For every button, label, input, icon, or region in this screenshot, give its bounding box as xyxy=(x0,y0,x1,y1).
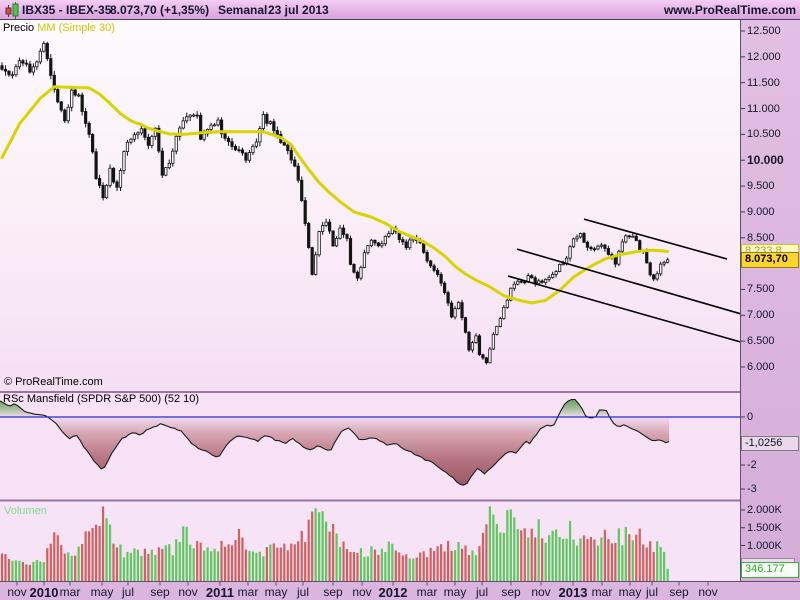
time-axis-strip[interactable] xyxy=(0,581,800,600)
rsc-mansfield-area xyxy=(0,398,740,486)
chart-header-bar: IBX35 - IBEX-35 8.073,70 (+1,35%) Semana… xyxy=(0,0,800,20)
axis-tick-label: 12.000 xyxy=(747,50,781,63)
last-price-axis-label: 8.073,70 xyxy=(741,252,799,268)
rsc-panel[interactable] xyxy=(0,393,740,500)
axis-tick-label: 1.500K xyxy=(747,521,782,534)
panel-separator[interactable] xyxy=(0,391,740,393)
axis-tick-label: 11.000 xyxy=(747,102,780,115)
last-price-change: 8.073,70 (+1,35%) xyxy=(110,3,210,17)
axis-tick-label: -2 xyxy=(747,459,757,471)
price-panel-label: Precio MM (Simple 30) xyxy=(3,22,115,34)
month-label: mar xyxy=(237,585,259,599)
month-label: nov xyxy=(352,585,372,599)
month-label: sep xyxy=(323,585,343,599)
copyright-label: © ProRealTime.com xyxy=(4,376,103,388)
axis-tick-label: 0 xyxy=(747,411,754,423)
axis-tick-label: 2.000K xyxy=(747,504,782,516)
month-label: may xyxy=(90,585,114,599)
month-label: nov xyxy=(698,585,718,599)
month-label: mar xyxy=(416,585,438,599)
month-label: jul xyxy=(645,585,659,599)
month-label: sep xyxy=(669,585,689,599)
axis-tick-label: 7.000 xyxy=(747,309,775,322)
price-panel[interactable] xyxy=(0,20,740,391)
month-label: jul xyxy=(121,585,135,599)
month-label: jul xyxy=(475,585,489,599)
candlestick-icon xyxy=(5,2,19,19)
year-label: 2010 xyxy=(29,585,59,600)
axis-tick-label: 6.500 xyxy=(747,335,775,348)
volume-current-value-label: 346.177 xyxy=(741,562,799,578)
axis-tick-label: 9.000 xyxy=(747,205,775,218)
rsc-indicator-label[interactable]: RSc Mansfield (SPDR S&P 500) (52 10) xyxy=(3,393,200,405)
panel-separator[interactable] xyxy=(0,499,740,502)
month-label: mar xyxy=(591,585,613,599)
axis-tick-label: 12.500 xyxy=(747,25,781,37)
instrument-title: IBX35 - IBEX-35 xyxy=(22,3,112,17)
axis-tick-label: 10.500 xyxy=(747,128,781,141)
trendlines[interactable] xyxy=(507,218,744,343)
precio-label: Precio xyxy=(3,22,35,34)
axis-tick-label: 10.000 xyxy=(747,153,784,168)
axis-tick-label: 7.500 xyxy=(747,283,775,296)
month-label: jul xyxy=(296,585,310,599)
volume-bars xyxy=(0,506,669,581)
price-axis-column[interactable] xyxy=(740,20,800,581)
axis-tick-label: -3 xyxy=(747,483,757,495)
axis-tick-label: 1.000K xyxy=(747,539,782,552)
timeframe-label[interactable]: Semanal xyxy=(218,3,268,17)
year-label: 2011 xyxy=(205,585,235,600)
month-label: may xyxy=(618,585,642,599)
volume-indicator-label[interactable]: Volumen xyxy=(4,505,47,517)
month-label: mar xyxy=(59,585,81,599)
axis-tick-label: 6.000 xyxy=(747,361,775,373)
month-label: nov xyxy=(7,585,27,599)
last-bar-date: 23 jul 2013 xyxy=(268,3,329,17)
month-label: may xyxy=(264,585,288,599)
month-label: nov xyxy=(178,585,198,599)
month-label: may xyxy=(443,585,467,599)
month-label: nov xyxy=(531,585,551,599)
year-label: 2013 xyxy=(558,585,588,600)
prorealtime-url[interactable]: www.ProRealTime.com xyxy=(663,3,796,17)
mm-legend-label: MM (Simple 30) xyxy=(37,22,115,34)
axis-tick-label: 8.500 xyxy=(747,231,775,244)
moving-average-line xyxy=(0,85,670,305)
axis-tick-label: 9.500 xyxy=(747,180,775,193)
year-label: 2012 xyxy=(378,585,408,600)
month-label: sep xyxy=(150,585,170,599)
axis-tick-label: 11.500 xyxy=(747,76,780,89)
rsc-current-value-label: -1,0256 xyxy=(741,436,799,451)
month-label: sep xyxy=(501,585,521,599)
candles xyxy=(0,41,670,365)
